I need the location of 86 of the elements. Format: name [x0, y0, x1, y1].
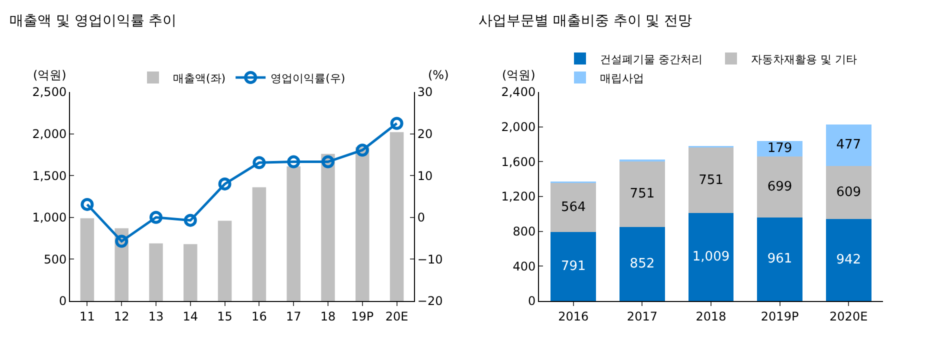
bar	[826, 218, 872, 301]
x-tick-label: 2018	[696, 309, 726, 324]
bar	[184, 244, 198, 301]
x-tick-label: 12	[114, 309, 130, 324]
data-label: 477	[836, 138, 862, 153]
bar	[80, 218, 94, 301]
point	[322, 155, 334, 168]
bar	[252, 187, 266, 301]
bar	[390, 132, 404, 301]
x-tick-label: 14	[182, 309, 198, 324]
x-tick-label: 2020E	[830, 309, 868, 324]
data-label: 609	[836, 184, 862, 200]
x-tick-label: 11	[80, 309, 95, 324]
bar	[356, 147, 370, 301]
bar	[757, 217, 802, 301]
data-label: 564	[560, 200, 586, 216]
y-axis-title: (억원)	[502, 68, 536, 82]
x-tick-label: 19P	[351, 309, 374, 324]
bar	[826, 124, 872, 166]
x-tick-label: 20E	[385, 309, 408, 324]
y-tick-label: 2,000	[501, 120, 536, 134]
x-tick-label: 13	[148, 309, 164, 324]
chart-title: 매출액 및 영업이익률 추이	[9, 13, 177, 30]
point	[287, 155, 300, 168]
x-tick-label: 2016	[558, 309, 589, 324]
bar	[550, 183, 596, 232]
legend-label: 매립사업	[600, 72, 644, 85]
x-tick-label: 18	[320, 309, 336, 324]
y-tick-label: 800	[512, 224, 536, 239]
y-tick-label: 2,500	[32, 85, 67, 100]
y-tick-label: 2,400	[501, 85, 536, 100]
y2-axis-title: (%)	[428, 68, 449, 82]
legend-label: 매출액(좌)	[173, 72, 226, 85]
bar	[826, 166, 872, 219]
point	[115, 234, 128, 248]
y2-tick-label: 10	[417, 168, 433, 183]
point	[218, 177, 232, 190]
bar	[620, 161, 665, 227]
y2-tick-label: 0	[417, 210, 426, 225]
point	[184, 214, 197, 227]
y-tick-label: 1,600	[501, 154, 536, 169]
data-label: 791	[560, 259, 586, 274]
legend-label: 건설폐기물 중간처리	[600, 52, 702, 66]
bar	[620, 226, 665, 301]
y-tick-label: 1,200	[501, 190, 536, 204]
bar	[218, 220, 232, 301]
data-label: 961	[767, 252, 792, 267]
bar	[321, 154, 335, 301]
data-label: 699	[767, 179, 792, 194]
point	[252, 156, 266, 170]
bar	[286, 166, 300, 301]
data-label: 751	[698, 172, 724, 188]
data-label: 751	[630, 186, 655, 202]
data-label: 852	[630, 256, 655, 272]
bar	[688, 148, 734, 214]
data-label: 942	[836, 252, 862, 268]
x-tick-label: 16	[252, 309, 267, 324]
y-tick-label: 0	[528, 294, 536, 308]
y2-tick-label: −20	[417, 294, 443, 308]
y-tick-label: 2,000	[32, 127, 67, 141]
y2-tick-label: −10	[417, 252, 443, 266]
y-axis-title: (억원)	[33, 68, 66, 82]
legend-label: 자동차재활용 및 기타	[751, 52, 857, 66]
bar	[550, 232, 596, 301]
y-tick-label: 1,500	[32, 168, 67, 183]
x-tick-label: 2019P	[760, 309, 799, 324]
point	[390, 116, 404, 130]
point	[356, 144, 369, 157]
bar	[757, 156, 802, 218]
x-tick-label: 2017	[626, 309, 658, 324]
y-tick-label: 500	[44, 252, 67, 266]
x-tick-label: 17	[286, 309, 302, 324]
y-tick-label: 0	[58, 294, 67, 308]
data-label: 1,009	[692, 250, 730, 265]
y-tick-label: 1,000	[32, 210, 67, 225]
x-tick-label: 15	[217, 309, 232, 324]
point	[150, 210, 162, 224]
y-tick-label: 400	[512, 259, 536, 274]
y2-tick-label: 30	[417, 85, 433, 100]
point	[80, 198, 94, 211]
bar	[688, 213, 734, 301]
legend-label: 영업이익률(우)	[270, 72, 346, 85]
bar	[149, 243, 163, 301]
y2-tick-label: 20	[417, 127, 433, 141]
chart-title: 사업부문별 매출비중 추이 및 전망	[478, 13, 692, 30]
data-label: 179	[767, 141, 792, 156]
